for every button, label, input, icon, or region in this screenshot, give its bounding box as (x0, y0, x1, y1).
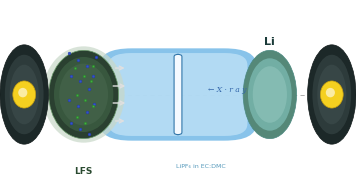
Ellipse shape (5, 55, 43, 134)
Text: LiPF₆ in EC:DMC: LiPF₆ in EC:DMC (176, 164, 226, 169)
Ellipse shape (308, 45, 356, 144)
Ellipse shape (59, 64, 108, 125)
Ellipse shape (0, 45, 48, 144)
Ellipse shape (18, 88, 27, 97)
Ellipse shape (54, 57, 113, 132)
FancyBboxPatch shape (100, 48, 256, 141)
Text: Li: Li (265, 37, 275, 46)
Ellipse shape (253, 66, 287, 123)
Ellipse shape (320, 81, 343, 108)
Ellipse shape (49, 50, 119, 139)
Ellipse shape (10, 65, 39, 124)
FancyBboxPatch shape (109, 53, 247, 136)
Ellipse shape (243, 50, 297, 139)
Text: LFS: LFS (74, 167, 93, 177)
Ellipse shape (313, 55, 351, 134)
FancyBboxPatch shape (174, 54, 182, 135)
Text: ← X · r a y: ← X · r a y (208, 86, 246, 94)
Ellipse shape (43, 46, 125, 143)
Ellipse shape (317, 65, 346, 124)
Ellipse shape (326, 88, 335, 97)
Ellipse shape (248, 58, 292, 131)
Ellipse shape (13, 81, 36, 108)
